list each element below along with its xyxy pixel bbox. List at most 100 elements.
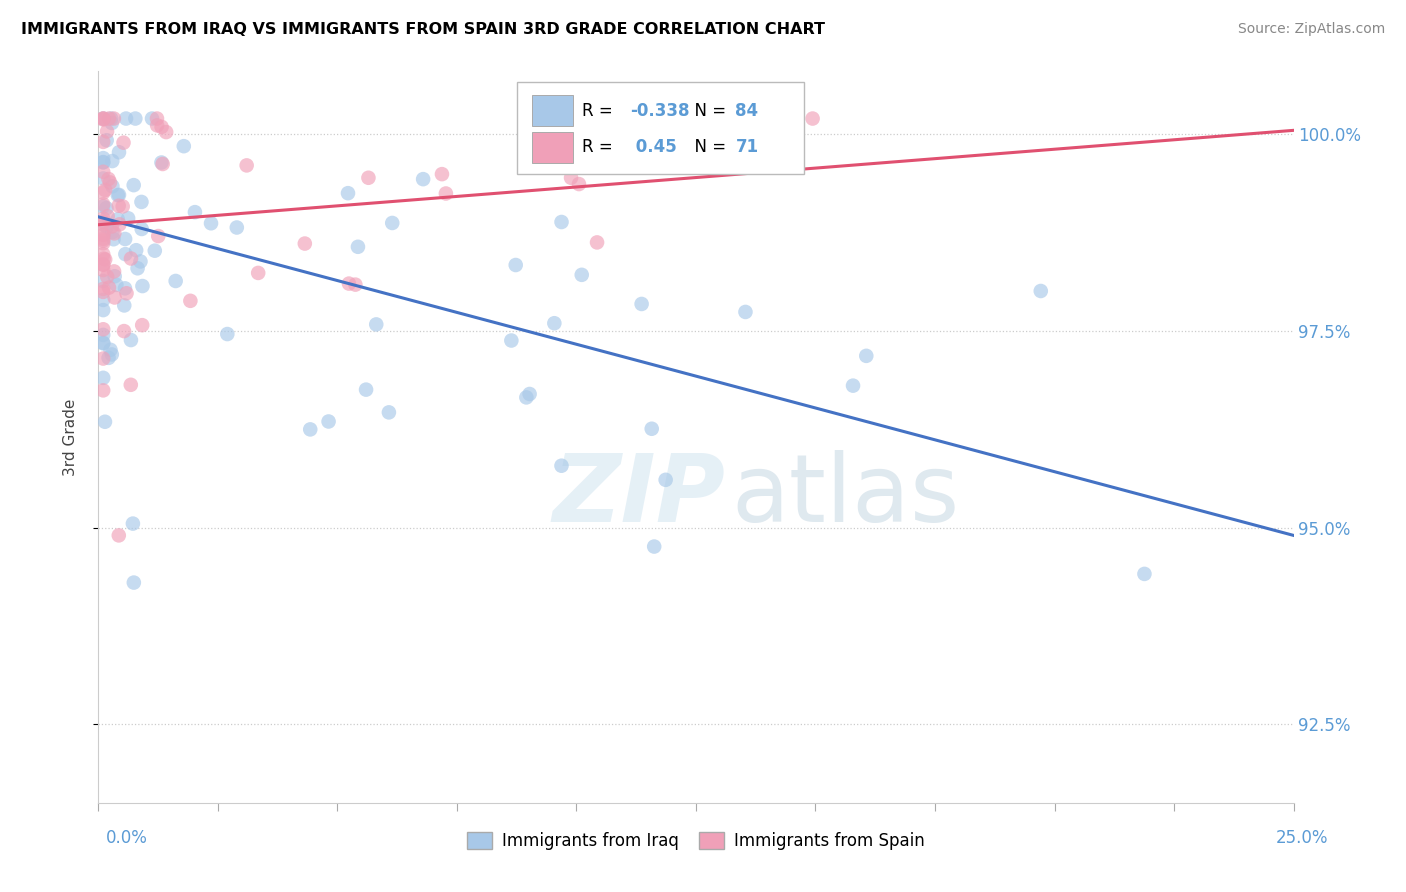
Point bbox=[1029, 284, 1052, 298]
Point bbox=[107, 199, 129, 213]
Point bbox=[91, 247, 114, 261]
Point bbox=[842, 378, 865, 392]
Point bbox=[855, 349, 877, 363]
Point bbox=[111, 199, 134, 213]
Legend: Immigrants from Iraq, Immigrants from Spain: Immigrants from Iraq, Immigrants from Sp… bbox=[461, 825, 931, 856]
Text: N =: N = bbox=[685, 138, 731, 156]
Point bbox=[120, 333, 142, 347]
Point bbox=[94, 415, 117, 429]
Point bbox=[294, 236, 316, 251]
Point bbox=[107, 188, 129, 202]
Point bbox=[148, 229, 170, 244]
Point bbox=[131, 222, 153, 236]
Point bbox=[91, 112, 114, 126]
Point bbox=[91, 351, 114, 366]
Point bbox=[103, 232, 125, 246]
Point bbox=[108, 187, 131, 202]
Point bbox=[93, 252, 115, 266]
Point bbox=[91, 199, 114, 213]
Point bbox=[96, 133, 118, 147]
Point bbox=[96, 219, 118, 234]
Point bbox=[91, 186, 114, 200]
Point bbox=[344, 277, 367, 292]
Point bbox=[225, 220, 247, 235]
Point bbox=[97, 351, 120, 365]
Point bbox=[97, 172, 120, 186]
Point bbox=[141, 112, 163, 126]
FancyBboxPatch shape bbox=[533, 132, 572, 163]
Point bbox=[120, 377, 142, 392]
Point bbox=[430, 167, 453, 181]
Point bbox=[91, 232, 114, 246]
Point bbox=[127, 261, 149, 276]
Point bbox=[107, 528, 129, 542]
Point bbox=[98, 280, 121, 294]
Point bbox=[1133, 566, 1156, 581]
Point bbox=[550, 458, 572, 473]
Point bbox=[112, 298, 135, 312]
Point bbox=[734, 305, 756, 319]
Point bbox=[150, 120, 173, 134]
Point bbox=[519, 387, 541, 401]
Point bbox=[318, 415, 340, 429]
Text: ZIP: ZIP bbox=[553, 450, 725, 541]
Text: 25.0%: 25.0% bbox=[1277, 829, 1329, 847]
Point bbox=[114, 232, 136, 246]
Text: atlas: atlas bbox=[733, 450, 960, 541]
Point bbox=[124, 112, 146, 126]
Point bbox=[96, 201, 118, 215]
Point bbox=[91, 258, 114, 272]
Text: R =: R = bbox=[582, 138, 619, 156]
Point bbox=[337, 186, 360, 201]
Point bbox=[91, 155, 114, 169]
Point bbox=[122, 575, 145, 590]
FancyBboxPatch shape bbox=[517, 82, 804, 174]
Point bbox=[122, 516, 145, 531]
Point bbox=[105, 277, 128, 292]
Point bbox=[155, 125, 177, 139]
Point bbox=[103, 112, 125, 126]
Point bbox=[131, 194, 153, 209]
Text: N =: N = bbox=[685, 102, 731, 120]
Point bbox=[146, 112, 169, 126]
Point bbox=[179, 293, 201, 308]
Y-axis label: 3rd Grade: 3rd Grade bbox=[63, 399, 77, 475]
Point bbox=[108, 217, 131, 231]
Point bbox=[173, 139, 195, 153]
Point bbox=[120, 252, 142, 266]
Point bbox=[184, 205, 207, 219]
Point bbox=[91, 155, 114, 169]
Point bbox=[146, 119, 169, 133]
Point bbox=[91, 112, 114, 126]
Point bbox=[200, 216, 222, 230]
Point bbox=[91, 282, 114, 296]
Point bbox=[103, 227, 125, 241]
Point bbox=[129, 254, 152, 268]
Point bbox=[643, 540, 665, 554]
Point bbox=[91, 236, 114, 251]
Text: 0.45: 0.45 bbox=[630, 138, 678, 156]
Point bbox=[91, 285, 114, 299]
Point bbox=[354, 383, 377, 397]
Point bbox=[150, 155, 173, 169]
Point bbox=[801, 112, 824, 126]
FancyBboxPatch shape bbox=[533, 95, 572, 126]
Point bbox=[515, 391, 537, 405]
Point bbox=[766, 112, 789, 126]
Point bbox=[104, 269, 127, 284]
Point bbox=[91, 258, 114, 272]
Point bbox=[91, 335, 114, 350]
Point bbox=[98, 112, 121, 126]
Point bbox=[91, 215, 114, 229]
Point bbox=[101, 225, 124, 239]
Point bbox=[412, 172, 434, 186]
Point bbox=[560, 170, 582, 185]
Point bbox=[112, 136, 135, 150]
Point bbox=[91, 234, 114, 248]
Point bbox=[131, 318, 153, 333]
Point bbox=[91, 171, 114, 186]
Text: 0.0%: 0.0% bbox=[105, 829, 148, 847]
Point bbox=[108, 145, 131, 160]
Point bbox=[107, 212, 129, 227]
Text: IMMIGRANTS FROM IRAQ VS IMMIGRANTS FROM SPAIN 3RD GRADE CORRELATION CHART: IMMIGRANTS FROM IRAQ VS IMMIGRANTS FROM … bbox=[21, 22, 825, 37]
